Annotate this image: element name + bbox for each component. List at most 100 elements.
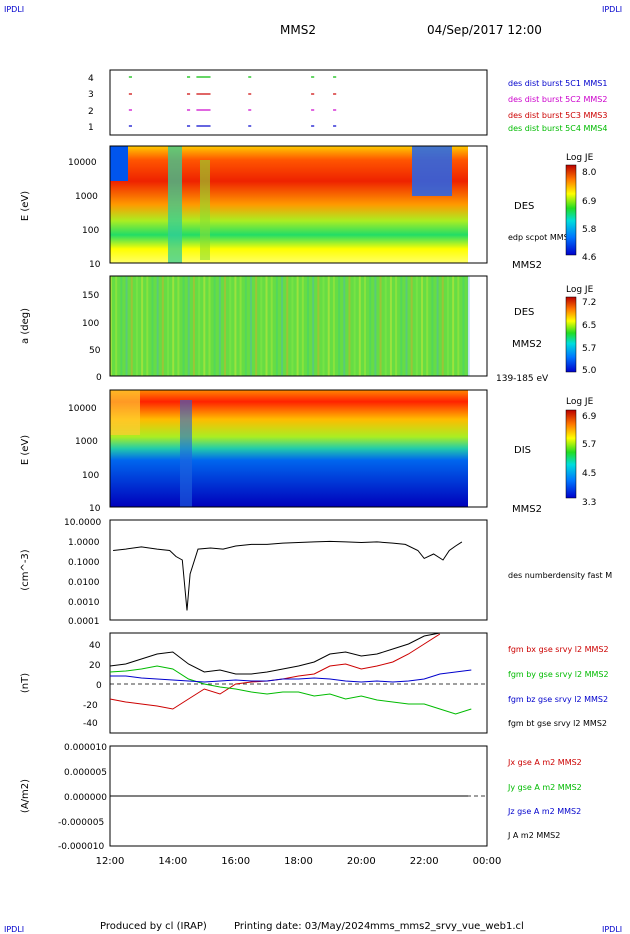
current-legend-jz: Jz gse A m2 MMS2 <box>507 807 581 816</box>
pitch-stripe <box>198 276 201 376</box>
pitch-stripe <box>130 276 133 376</box>
pitch-stripe <box>441 276 444 376</box>
pitch-stripe <box>141 276 144 376</box>
current-ylabel: (A/m2) <box>20 779 31 813</box>
burst-ytick: 1 <box>88 123 94 133</box>
dis-energy-colorbar-title: Log JE <box>566 397 594 407</box>
pitch-stripe <box>291 276 294 376</box>
dis-energy-spectrogram <box>110 390 468 507</box>
current-ytick: -0.000005 <box>58 818 104 828</box>
bfield-legend-bz: fgm bz gse srvy l2 MMS2 <box>508 695 608 704</box>
bfield-legend-by: fgm by gse srvy l2 MMS2 <box>508 670 609 679</box>
pitch-stripe <box>415 276 418 376</box>
pitch-stripe <box>462 276 465 376</box>
bfield-series-line-3 <box>109 632 440 675</box>
des-energy-blue-region <box>412 146 452 196</box>
panel-current: 0.000010 0.000005 0.000000 -0.000005 -0.… <box>20 743 582 852</box>
pitch-stripe <box>426 276 429 376</box>
pitch-stripe <box>467 276 470 376</box>
pitch-stripe <box>255 276 258 376</box>
pitch-stripe <box>343 276 346 376</box>
pitch-stripe <box>457 276 460 376</box>
pitch-stripe <box>182 276 185 376</box>
burst-ytick: 4 <box>88 74 94 84</box>
pitch-stripe <box>244 276 247 376</box>
des-energy-ytick: 10000 <box>68 158 97 168</box>
current-ytick: -0.000010 <box>58 842 104 852</box>
dis-energy-sublabel: MMS2 <box>512 504 542 515</box>
burst-legend-mms1: des dist burst 5C1 MMS1 <box>508 79 607 88</box>
pitch-stripe <box>135 276 138 376</box>
pitch-stripe <box>125 276 128 376</box>
pitch-stripe <box>348 276 351 376</box>
panel-dis-energy: 10000 1000 100 10 E (eV) DIS MMS2 Log JE… <box>20 389 597 515</box>
pitch-stripe <box>187 276 190 376</box>
dis-energy-colorbar-tick: 5.7 <box>582 440 596 450</box>
pitch-stripe <box>177 276 180 376</box>
current-ytick: 0.000010 <box>64 743 107 753</box>
des-energy-gap-band <box>200 160 210 260</box>
density-ytick: 0.0100 <box>68 578 100 588</box>
dis-energy-label: DIS <box>514 445 531 456</box>
pitch-stripe <box>192 276 195 376</box>
current-legend-jx: Jx gse A m2 MMS2 <box>507 758 582 767</box>
pitch-stripe <box>281 276 284 376</box>
corner-label-br: IPDLI <box>602 925 622 934</box>
dis-energy-ytick: 10000 <box>68 404 97 414</box>
bfield-ytick: -40 <box>83 719 98 729</box>
des-energy-gap-band <box>168 146 182 263</box>
des-energy-colorbar-title: Log JE <box>566 153 594 163</box>
pitch-stripe <box>167 276 170 376</box>
pitch-stripe <box>353 276 356 376</box>
footer-printing: Printing date: 03/May/2024 <box>234 921 370 932</box>
panel-density-frame <box>109 519 488 621</box>
pitch-stripe <box>452 276 455 376</box>
pitch-stripe <box>296 276 299 376</box>
des-energy-colorbar-tick: 6.9 <box>582 197 597 207</box>
des-energy-colorbar-tick: 4.6 <box>582 253 597 263</box>
current-legend-jy: Jy gse A m2 MMS2 <box>507 783 582 792</box>
dis-energy-colorbar-tick: 3.3 <box>582 498 596 508</box>
density-ytick: 10.0000 <box>64 518 101 528</box>
corner-label-tr: IPDLI <box>602 5 622 14</box>
panel-des-energy: 10000 1000 100 10 E (eV) DES edp scpot M… <box>20 145 597 271</box>
pitch-stripe <box>260 276 263 376</box>
density-ytick: 0.0010 <box>68 598 100 608</box>
pitch-stripe <box>421 276 424 376</box>
time-tick-label: 20:00 <box>347 856 376 867</box>
corner-label-tl: IPDLI <box>4 5 24 14</box>
bfield-ytick: 20 <box>89 661 101 671</box>
bfield-ytick: 40 <box>89 641 101 651</box>
time-tick-label: 18:00 <box>284 856 313 867</box>
pitch-stripe <box>317 276 320 376</box>
time-axis: 12:00 14:00 16:00 18:00 20:00 22:00 00:00 <box>96 856 502 867</box>
des-energy-blue-patch <box>110 146 128 181</box>
footer-produced: Produced by cl (IRAP) <box>100 921 207 932</box>
burst-legend-mms4: des dist burst 5C4 MMS4 <box>508 124 607 133</box>
density-series-line <box>113 540 463 611</box>
des-pitch-sublabel: MMS2 <box>512 339 542 350</box>
dis-energy-colorbar <box>565 409 577 499</box>
bfield-series-line-1 <box>109 665 472 715</box>
time-tick-label: 22:00 <box>410 856 439 867</box>
time-tick-label: 12:00 <box>96 856 125 867</box>
des-energy-ytick: 100 <box>82 226 99 236</box>
bfield-series-line-2 <box>110 669 472 683</box>
des-energy-ylabel: E (eV) <box>20 191 31 221</box>
burst-legend-mms2: des dist burst 5C2 MMS2 <box>508 95 607 104</box>
pitch-stripe <box>301 276 304 376</box>
pitch-stripe <box>374 276 377 376</box>
pitch-stripe <box>151 276 154 376</box>
pitch-stripe <box>172 276 175 376</box>
panel-des-energy-frame <box>109 145 488 264</box>
des-energy-ytick: 1000 <box>75 192 98 202</box>
bfield-legend-bx: fgm bx gse srvy l2 MMS2 <box>508 645 609 654</box>
des-energy-sublabel: MMS2 <box>512 260 542 271</box>
pitch-stripe <box>213 276 216 376</box>
pitch-stripe <box>229 276 232 376</box>
pitch-stripe <box>120 276 123 376</box>
pitch-stripe <box>332 276 335 376</box>
des-energy-colorbar-tick: 5.8 <box>582 225 597 235</box>
dis-energy-patch <box>110 390 140 435</box>
